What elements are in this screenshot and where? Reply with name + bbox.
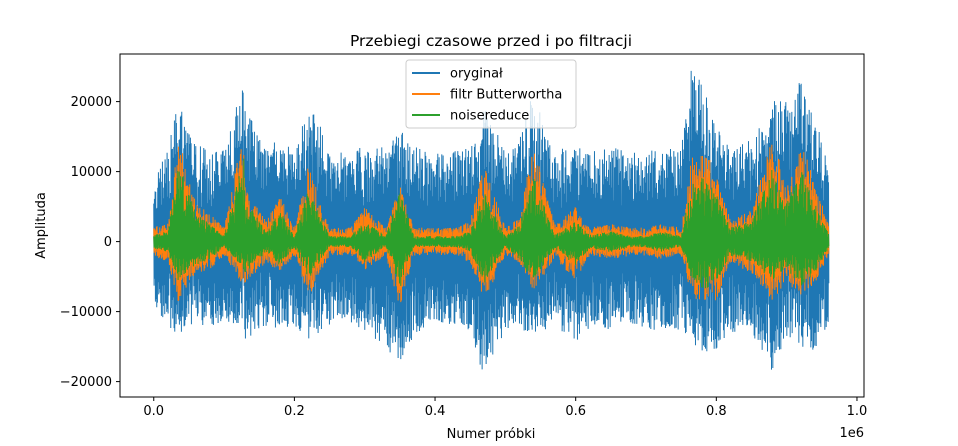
chart-title: Przebiegi czasowe przed i po filtracji [350,32,632,50]
legend-label: noisereduce [450,109,529,124]
plot-area [153,70,830,370]
x-tick-label: 1.0 [847,404,868,419]
x-tick-label: 0.4 [425,404,446,419]
y-axis-label: Amplituda [34,192,49,259]
y-tick-label: −20000 [60,375,112,390]
series-line-noisereduce [153,158,830,289]
x-axis-offset-label: 1e6 [839,426,864,441]
y-tick-label: −10000 [60,305,112,320]
x-axis: 0.0 0.2 0.4 0.6 0.8 1.0 [143,397,867,419]
x-tick-label: 0.6 [565,404,586,419]
legend-label: oryginał [450,67,503,82]
y-tick-label: 20000 [71,95,112,110]
y-axis: −20000 −10000 0 10000 20000 [60,95,120,390]
x-tick-label: 0.0 [143,404,164,419]
legend-box [405,59,577,129]
plot-frame [119,53,865,398]
legend-label: filtr Butterwortha [450,88,562,103]
x-tick-label: 0.2 [284,404,305,419]
y-tick-label: 10000 [71,165,112,180]
y-tick-label: 0 [104,235,112,250]
x-axis-label: Numer próbki [447,427,536,442]
legend: oryginał filtr Butterwortha noisereduce [405,59,577,129]
x-tick-label: 0.8 [706,404,727,419]
